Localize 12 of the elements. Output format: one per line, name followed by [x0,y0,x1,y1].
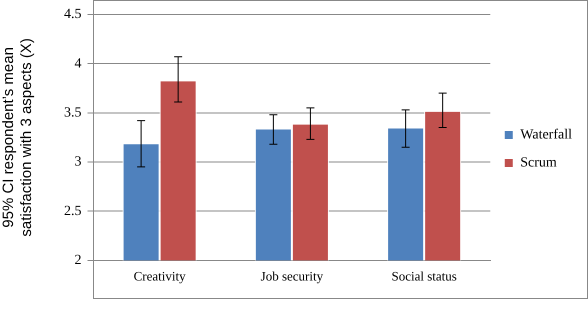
legend-label: Scrum [520,156,557,171]
y-axis-title: 95% CI respondent’s mean satisfaction with 3 aspects (X) [0,38,36,237]
x-tick-label: Job security [260,268,324,284]
x-tick-label: Social status [391,268,457,284]
legend-label: Waterfall [520,128,572,143]
y-tick-label: 3 [74,154,82,170]
x-tick-label: Creativity [134,268,186,284]
y-tick-label: 2.5 [64,204,82,219]
y-tick-label: 4.5 [64,7,82,22]
y-tick-label: 2 [74,253,82,268]
y-tick-label: 3.5 [64,105,82,120]
y-tick-label: 4 [74,56,82,72]
